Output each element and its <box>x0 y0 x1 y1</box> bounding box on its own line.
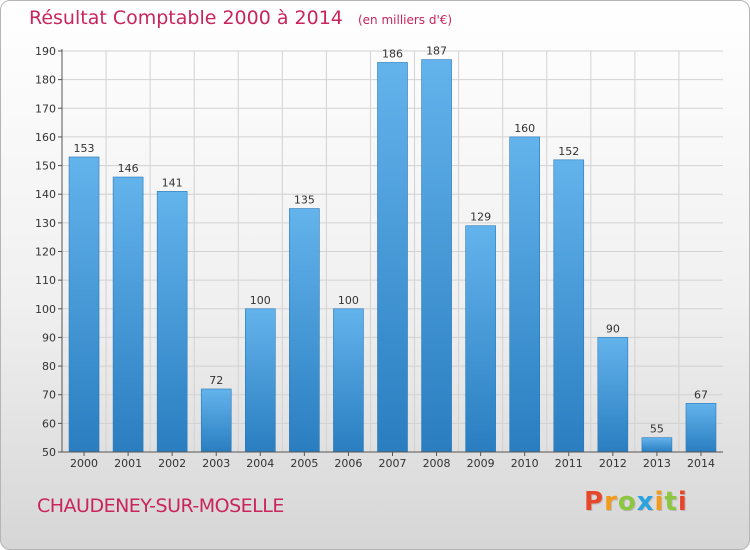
data-label: 72 <box>209 374 223 387</box>
bar <box>641 437 673 453</box>
data-label: 129 <box>470 211 491 224</box>
x-tick-label: 2000 <box>70 457 98 470</box>
data-label: 187 <box>426 45 447 58</box>
bars <box>68 59 717 453</box>
bar <box>377 62 408 453</box>
bar-chart: 50 60 70 80 90 100 110 120 130 140 150 160 170 180 190… <box>35 45 723 470</box>
data-label: 90 <box>606 322 620 335</box>
bar <box>156 191 188 453</box>
data-label: 100 <box>250 294 271 307</box>
bar <box>245 308 276 453</box>
x-tick-label: 2011 <box>555 457 583 470</box>
x-tick-label: 2002 <box>158 457 186 470</box>
y-tick-label: 190 <box>35 45 56 58</box>
x-tick-label: 2006 <box>334 457 362 470</box>
bar <box>465 225 496 453</box>
x-tick-label: 2010 <box>511 457 539 470</box>
logo-letter: o <box>617 487 637 517</box>
y-tick-label: 160 <box>35 131 56 144</box>
bar <box>289 208 320 453</box>
bar <box>553 159 585 453</box>
x-tick-label: 2005 <box>290 457 318 470</box>
chart-title: Résultat Comptable 2000 à 2014 <box>29 7 343 29</box>
bar <box>597 337 629 453</box>
axes <box>58 49 723 456</box>
data-label: 153 <box>74 142 95 155</box>
y-tick-label: 120 <box>35 246 56 259</box>
data-label: 67 <box>694 388 708 401</box>
y-tick-label: 80 <box>42 360 56 373</box>
data-label: 186 <box>382 47 403 60</box>
proxiti-logo: Proxiti <box>584 487 688 517</box>
y-tick-label: 130 <box>35 217 56 230</box>
data-label: 135 <box>294 194 315 207</box>
x-tick-label: 2003 <box>202 457 230 470</box>
y-tick-label: 150 <box>35 160 56 173</box>
chart-header: Résultat Comptable 2000 à 2014 (en milli… <box>29 7 452 29</box>
logo-letter: i <box>677 487 688 517</box>
labels: 50 60 70 80 90 100 110 120 130 140 150 160 170 180 190… <box>35 45 715 470</box>
logo-letter: t <box>664 487 678 517</box>
commune-name: CHAUDENEY-SUR-MOSELLE <box>37 495 284 517</box>
bar <box>509 136 541 453</box>
bar <box>200 388 232 453</box>
data-label: 141 <box>162 176 183 189</box>
bar <box>685 403 717 453</box>
y-tick-label: 110 <box>35 274 56 287</box>
x-tick-label: 2013 <box>643 457 671 470</box>
y-tick-label: 60 <box>42 417 56 430</box>
y-tick-label: 140 <box>35 188 56 201</box>
bar <box>421 59 452 453</box>
data-label: 152 <box>558 145 579 158</box>
data-label: 146 <box>118 162 139 175</box>
y-tick-label: 90 <box>42 331 56 344</box>
x-tick-label: 2001 <box>114 457 142 470</box>
y-tick-label: 180 <box>35 74 56 87</box>
y-tick-label: 50 <box>42 446 56 459</box>
data-label: 100 <box>338 294 359 307</box>
y-tick-label: 100 <box>35 303 56 316</box>
y-tick-label: 170 <box>35 102 56 115</box>
x-tick-label: 2009 <box>467 457 495 470</box>
bar <box>333 308 364 453</box>
x-tick-label: 2004 <box>246 457 274 470</box>
chart-unit: (en milliers d'€) <box>357 13 453 27</box>
data-label: 160 <box>514 122 535 135</box>
bar <box>68 156 100 453</box>
data-label: 55 <box>650 423 664 436</box>
x-tick-label: 2014 <box>687 457 715 470</box>
logo-letter: P <box>584 487 605 517</box>
x-tick-label: 2012 <box>599 457 627 470</box>
x-tick-label: 2008 <box>423 457 451 470</box>
bar <box>112 176 144 453</box>
x-tick-label: 2007 <box>379 457 407 470</box>
y-tick-label: 70 <box>42 389 56 402</box>
logo-letter: r <box>604 487 618 517</box>
logo-letter: i <box>654 487 665 517</box>
logo-letter: x <box>636 487 655 517</box>
